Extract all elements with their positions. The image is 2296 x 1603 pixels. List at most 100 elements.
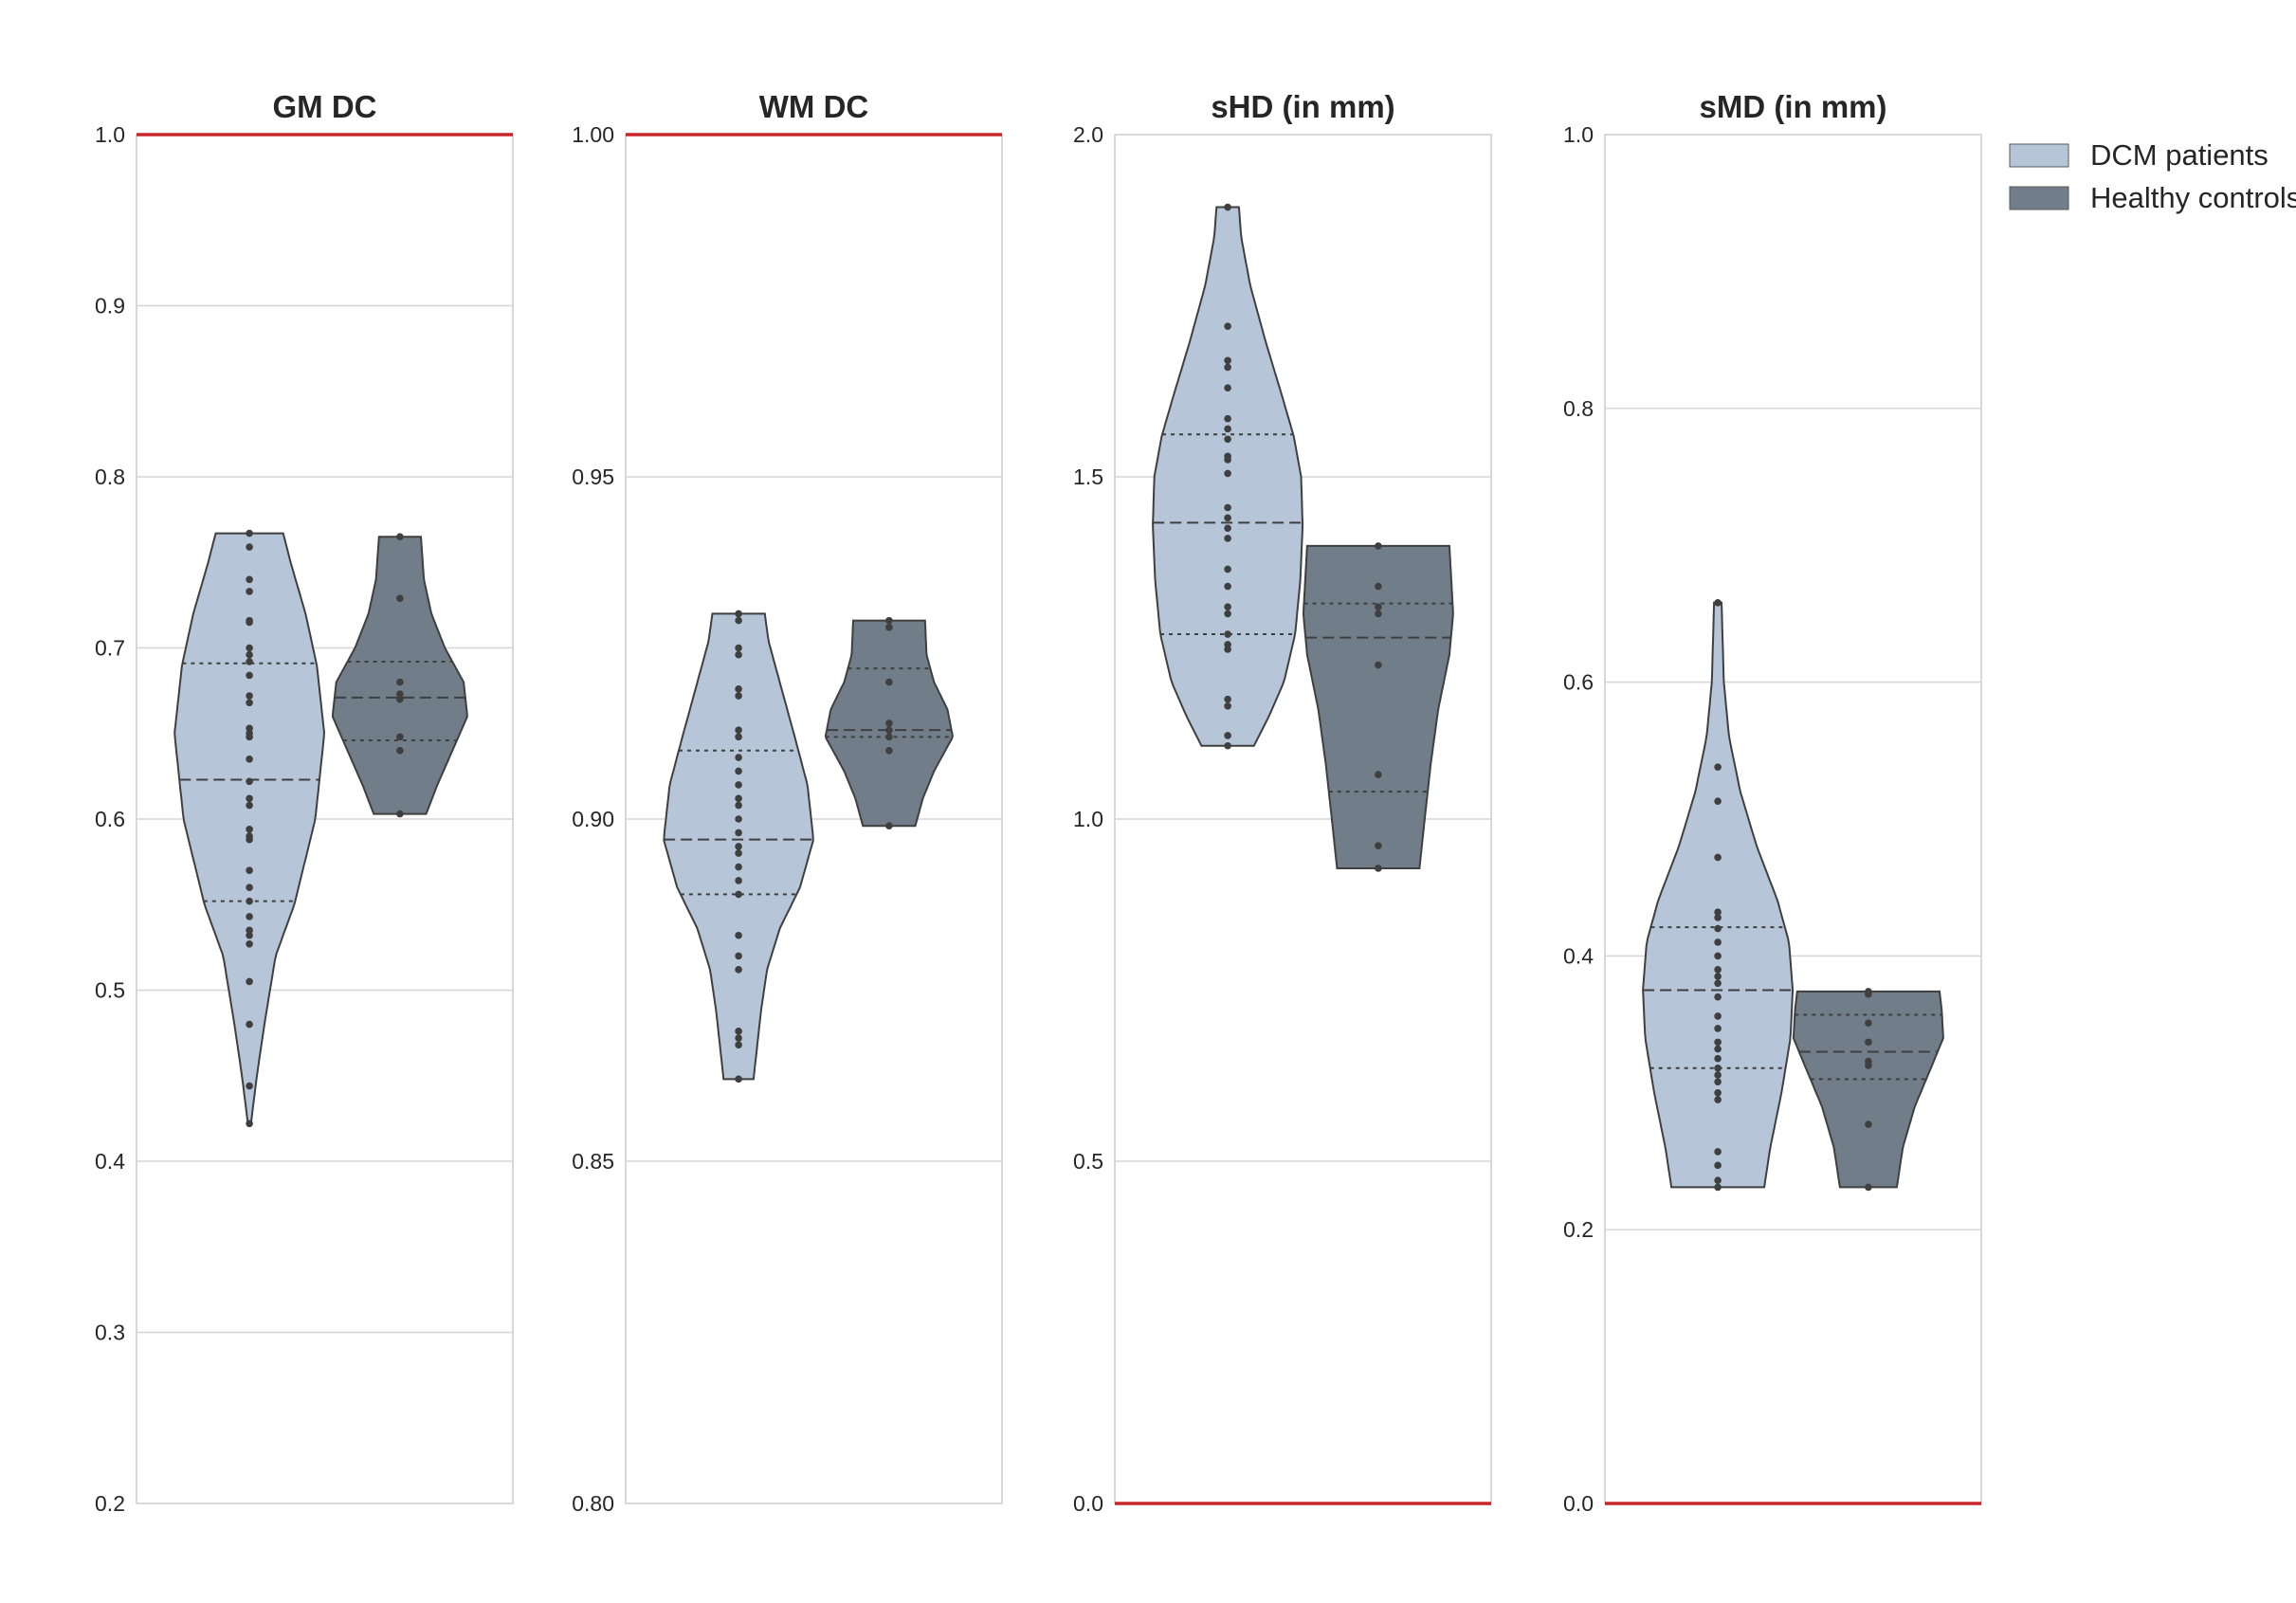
data-point bbox=[246, 931, 253, 939]
panel-title: sMD (in mm) bbox=[1700, 89, 1887, 124]
data-point bbox=[1714, 938, 1722, 946]
panel-2: 0.80 0.85 0.90 0.95 1.00 WM DC bbox=[572, 89, 1003, 1516]
data-point bbox=[246, 529, 253, 537]
data-point bbox=[246, 939, 253, 948]
y-tick-label: 0.2 bbox=[1563, 1217, 1594, 1242]
data-point bbox=[735, 829, 742, 837]
data-point bbox=[735, 849, 742, 857]
data-point bbox=[246, 729, 253, 738]
data-point bbox=[735, 1041, 742, 1049]
data-point bbox=[1714, 797, 1722, 806]
data-point bbox=[1714, 952, 1722, 960]
data-point bbox=[1714, 979, 1722, 988]
data-point bbox=[396, 533, 404, 540]
data-point bbox=[1224, 741, 1231, 750]
data-point bbox=[1714, 914, 1722, 921]
data-point bbox=[396, 678, 404, 686]
data-point bbox=[735, 877, 742, 884]
data-point bbox=[246, 658, 253, 665]
data-point bbox=[735, 931, 742, 939]
panel-title: WM DC bbox=[759, 89, 868, 124]
data-point bbox=[246, 826, 253, 833]
data-point bbox=[1224, 514, 1231, 522]
violin-patients bbox=[173, 529, 326, 1128]
y-tick-label: 1.5 bbox=[1073, 465, 1103, 489]
panel-title: sHD (in mm) bbox=[1211, 89, 1394, 124]
data-point bbox=[246, 913, 253, 920]
data-point bbox=[396, 810, 404, 818]
data-point bbox=[1714, 1176, 1722, 1185]
data-point bbox=[246, 794, 253, 803]
legend-swatch bbox=[2009, 186, 2069, 210]
data-point bbox=[246, 756, 253, 763]
data-point bbox=[885, 726, 893, 734]
data-point bbox=[246, 543, 253, 551]
data-point bbox=[246, 644, 253, 652]
violin-controls bbox=[1792, 988, 1944, 1192]
data-point bbox=[735, 610, 742, 618]
y-tick-label: 1.00 bbox=[572, 122, 614, 147]
data-point bbox=[1714, 1065, 1722, 1072]
data-point bbox=[735, 781, 742, 789]
data-point bbox=[1714, 1148, 1722, 1156]
legend-label: Healthy controls bbox=[2090, 181, 2296, 214]
panel-4: 0.0 0.2 0.4 0.6 0.8 1.0 sMD (in mm) bbox=[1563, 89, 1982, 1516]
data-point bbox=[735, 815, 742, 823]
y-tick-label: 0.6 bbox=[95, 807, 125, 831]
data-point bbox=[1375, 865, 1382, 872]
y-tick-label: 0.2 bbox=[95, 1491, 125, 1516]
data-point bbox=[1714, 1054, 1722, 1063]
y-tick-label: 0.95 bbox=[572, 465, 614, 489]
data-point bbox=[735, 733, 742, 741]
violin-body bbox=[1792, 990, 1944, 1189]
violin-controls bbox=[1302, 542, 1454, 872]
data-point bbox=[1224, 610, 1231, 618]
y-tick-label: 0.7 bbox=[95, 636, 125, 661]
data-point bbox=[885, 747, 893, 755]
data-point bbox=[396, 747, 404, 755]
legend: DCM patients Healthy controls bbox=[2009, 138, 2296, 214]
data-point bbox=[735, 890, 742, 899]
data-point bbox=[885, 616, 893, 625]
data-point bbox=[1865, 1019, 1872, 1027]
data-point bbox=[246, 926, 253, 935]
data-point bbox=[1714, 1045, 1722, 1053]
data-point bbox=[1865, 1120, 1872, 1128]
data-point bbox=[246, 650, 253, 659]
violin-patients bbox=[663, 610, 814, 1084]
data-point bbox=[1224, 425, 1231, 433]
data-point bbox=[246, 883, 253, 891]
data-point bbox=[735, 801, 742, 810]
violin-patients bbox=[1642, 599, 1795, 1192]
data-point bbox=[246, 1120, 253, 1128]
data-point bbox=[735, 863, 742, 871]
data-point bbox=[735, 616, 742, 625]
data-point bbox=[396, 690, 404, 699]
data-point bbox=[1224, 435, 1231, 444]
data-point bbox=[246, 801, 253, 810]
data-point bbox=[1714, 1089, 1722, 1097]
data-point bbox=[1865, 1183, 1872, 1192]
data-point bbox=[1375, 771, 1382, 778]
legend-swatch bbox=[2009, 143, 2069, 168]
data-point bbox=[1714, 1038, 1722, 1047]
data-point bbox=[1865, 1038, 1872, 1047]
y-tick-label: 0.85 bbox=[572, 1149, 614, 1174]
data-point bbox=[1224, 582, 1231, 591]
y-tick-label: 0.4 bbox=[1563, 943, 1594, 968]
data-point bbox=[1224, 452, 1231, 461]
data-point bbox=[1224, 363, 1231, 372]
data-point bbox=[246, 575, 253, 584]
violin-body bbox=[1642, 601, 1795, 1189]
data-point bbox=[1714, 1012, 1722, 1020]
data-point bbox=[1375, 661, 1382, 669]
data-point bbox=[1714, 599, 1722, 607]
data-point bbox=[1224, 469, 1231, 478]
data-point bbox=[735, 754, 742, 761]
y-tick-label: 1.0 bbox=[95, 122, 125, 147]
data-point bbox=[1224, 702, 1231, 710]
data-point bbox=[735, 692, 742, 700]
data-point bbox=[735, 685, 742, 693]
data-point bbox=[246, 671, 253, 680]
